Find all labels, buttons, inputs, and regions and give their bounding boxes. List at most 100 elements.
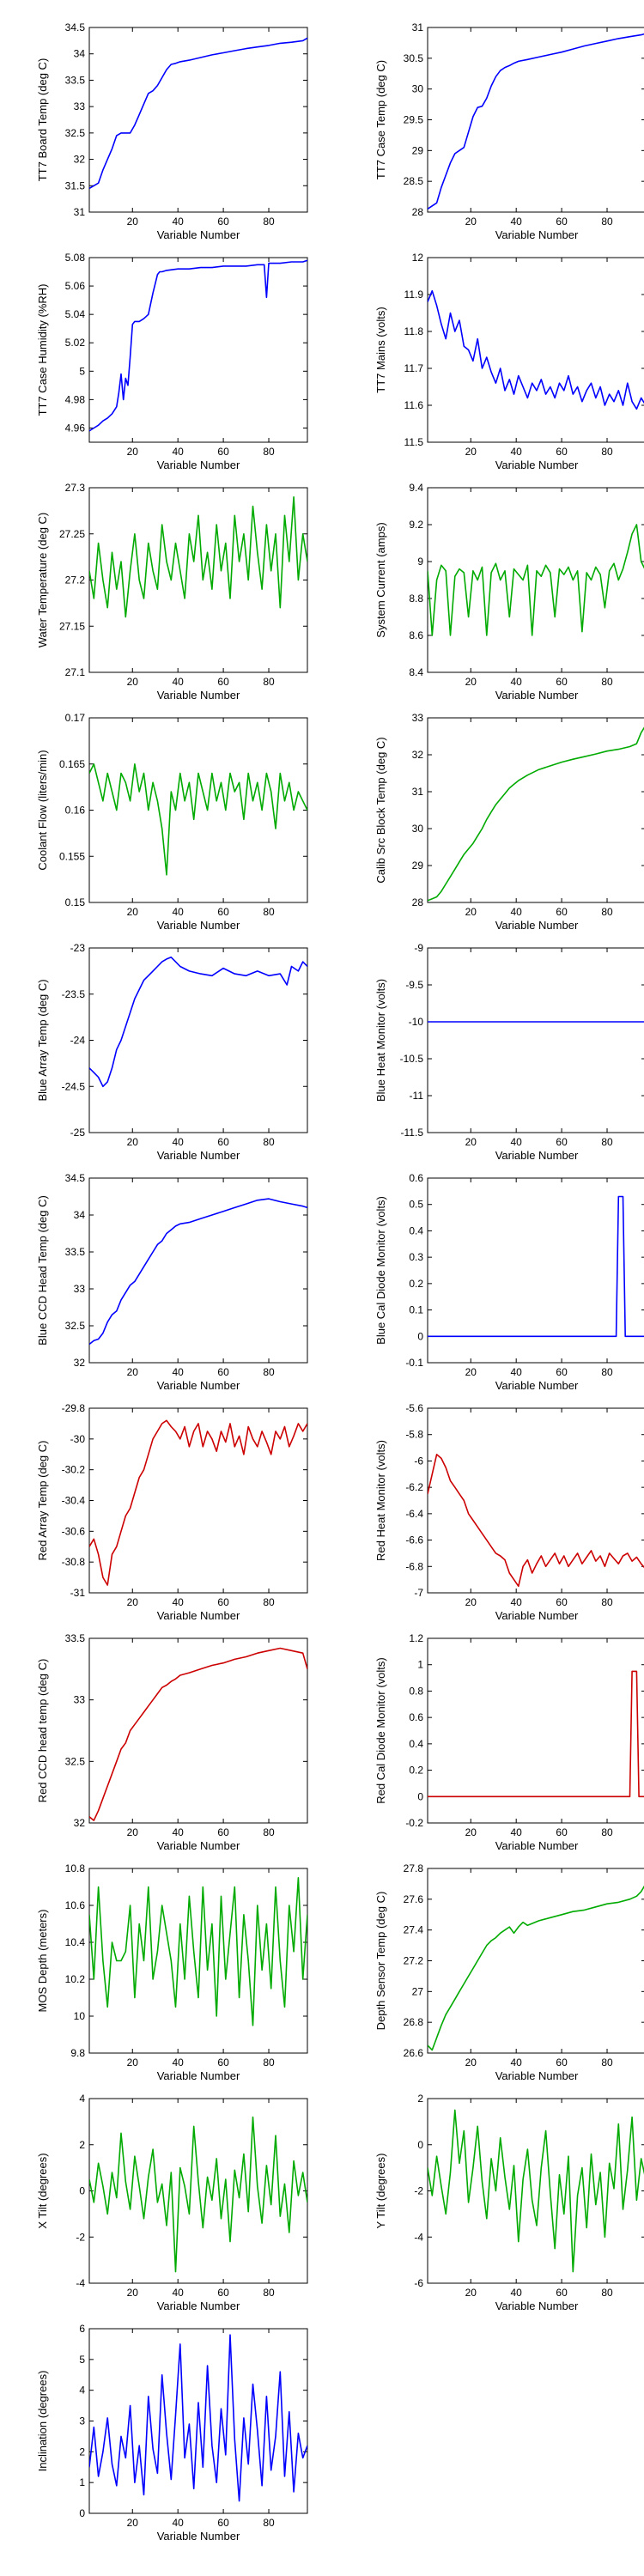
x-tick-label: 20 <box>465 2287 477 2299</box>
x-axis-label: Variable Number <box>495 919 579 932</box>
y-tick-label: 32 <box>74 1817 86 1829</box>
series-line <box>89 1198 307 1346</box>
y-tick-label: 10.6 <box>65 1899 86 1911</box>
y-tick-label: 31 <box>412 21 424 33</box>
x-tick-label: 40 <box>173 906 185 918</box>
plot-frame <box>427 27 644 213</box>
x-tick-label: 40 <box>173 216 185 228</box>
y-tick-label: 0.3 <box>409 1251 423 1263</box>
x-tick-label: 60 <box>556 2057 568 2069</box>
plot-frame <box>427 1177 644 1364</box>
y-tick-label: 0.6 <box>409 1172 423 1184</box>
x-tick-label: 20 <box>127 676 139 688</box>
plot-frame <box>88 27 308 213</box>
y-tick-label: 33 <box>74 1283 86 1295</box>
y-tick-label: -4 <box>414 2231 423 2243</box>
x-axis-label: Variable Number <box>157 2530 240 2543</box>
x-tick-label: 60 <box>217 1366 229 1378</box>
y-tick-label: 28 <box>412 206 424 218</box>
y-tick-label: 4.98 <box>65 393 86 405</box>
y-tick-label: 27.25 <box>59 528 85 540</box>
y-tick-label: 11.5 <box>404 436 424 448</box>
y-tick-label: -24 <box>70 1035 86 1047</box>
series-line <box>89 2334 307 2502</box>
chart-panel: 20 40 60 80 31 31.5 32 32.5 33 33.5 34 34.5 Variable… <box>36 21 308 241</box>
x-axis-label: Variable Number <box>495 2069 579 2082</box>
y-tick-label: 29 <box>412 144 424 156</box>
y-tick-label: 0.2 <box>409 1765 423 1777</box>
y-tick-label: -2 <box>414 2185 423 2197</box>
x-tick-label: 20 <box>127 2517 139 2529</box>
x-tick-label: 80 <box>263 1826 275 1838</box>
x-tick-label: 20 <box>465 1596 477 1608</box>
x-tick-label: 20 <box>127 1826 139 1838</box>
x-tick-label: 60 <box>217 1136 229 1148</box>
y-tick-label: -6.6 <box>405 1534 423 1546</box>
y-tick-label: 12 <box>412 252 424 264</box>
y-tick-label: 1 <box>417 1659 423 1671</box>
x-tick-label: 40 <box>511 676 523 688</box>
x-tick-label: 60 <box>556 446 568 458</box>
y-tick-label: -6.8 <box>405 1560 423 1572</box>
x-axis-label: Variable Number <box>495 1839 579 1852</box>
x-tick-label: 80 <box>263 906 275 918</box>
chart-panel: 20 40 60 80 -31 -30.8 -30.6 -30.4 -30.2 -30 -29.8 V… <box>36 1402 308 1622</box>
y-tick-label: 5 <box>79 365 85 377</box>
y-axis-label: MOS Depth (meters) <box>36 1910 49 2013</box>
y-tick-label: -9 <box>414 942 423 954</box>
x-tick-label: 80 <box>263 1136 275 1148</box>
y-tick-label: -31 <box>70 1587 86 1599</box>
y-tick-label: 0 <box>79 2185 85 2197</box>
y-tick-label: 5.02 <box>65 337 86 349</box>
chart-panel: 20 40 60 80 32 32.5 33 33.5 Variable Number Red C… <box>36 1632 308 1852</box>
series-line <box>89 1877 307 2026</box>
series-line <box>89 2116 307 2273</box>
x-axis-label: Variable Number <box>157 1149 240 1162</box>
chart-panel: 20 40 60 80 0.15 0.155 0.16 0.165 0.17 Variable N… <box>36 712 308 932</box>
y-tick-label: -30.2 <box>62 1464 86 1476</box>
x-tick-label: 40 <box>511 2057 523 2069</box>
y-tick-label: -24.5 <box>62 1080 86 1092</box>
x-tick-label: 60 <box>556 1366 568 1378</box>
y-tick-label: 0.6 <box>409 1711 423 1723</box>
y-axis-label: Blue Cal Diode Monitor (volts) <box>374 1196 387 1345</box>
chart-panel: 20 40 60 80 -6 -4 -2 0 2 Variable Number Y Tilt (d… <box>374 2093 644 2312</box>
x-tick-label: 60 <box>556 676 568 688</box>
y-tick-label: 11.9 <box>404 289 424 301</box>
y-tick-label: 34 <box>74 1209 86 1221</box>
series-line <box>89 762 307 876</box>
x-tick-label: 80 <box>601 906 613 918</box>
x-tick-label: 60 <box>556 1136 568 1148</box>
y-tick-label: 26.6 <box>404 2047 424 2059</box>
x-tick-label: 80 <box>263 1366 275 1378</box>
y-tick-label: 2 <box>79 2445 85 2458</box>
y-tick-label: 1 <box>79 2476 85 2488</box>
chart-panel: 20 40 60 80 8.4 8.6 8.8 9 9.2 9.4 Variable Number S… <box>374 482 644 702</box>
y-tick-label: 27.2 <box>404 1955 424 1967</box>
x-tick-label: 40 <box>511 1596 523 1608</box>
y-axis-label: System Current (amps) <box>374 522 387 637</box>
y-tick-label: 27.6 <box>404 1893 424 1905</box>
y-tick-label: 27.3 <box>65 482 86 494</box>
x-tick-label: 60 <box>217 216 229 228</box>
plot-frame <box>427 1637 644 1824</box>
y-tick-label: -30 <box>70 1433 86 1445</box>
x-axis-label: Variable Number <box>157 459 240 471</box>
y-tick-label: -11.5 <box>401 1127 424 1139</box>
y-tick-label: -30.6 <box>62 1525 86 1537</box>
chart-panel: 20 40 60 80 -4 -2 0 2 4 Variable Number X Tilt (de… <box>36 2093 308 2312</box>
x-tick-label: 80 <box>263 676 275 688</box>
y-axis-label: Red CCD head temp (deg C) <box>36 1659 49 1803</box>
chart-panel: 20 40 60 80 28 29 30 31 32 33 Variable Number Calib… <box>374 712 644 932</box>
y-axis-label: TT7 Case Humidity (%RH) <box>36 284 49 416</box>
y-tick-label: 0.165 <box>59 758 85 770</box>
y-tick-label: -0.2 <box>405 1817 423 1829</box>
y-axis-label: TT7 Mains (volts) <box>374 307 387 392</box>
y-tick-label: 4 <box>79 2385 85 2397</box>
y-tick-label: -4 <box>76 2277 85 2289</box>
y-tick-label: 34.5 <box>65 1172 86 1184</box>
y-tick-label: 33.5 <box>65 74 86 86</box>
chart-panel: 20 40 60 80 4.96 4.98 5 5.02 5.04 5.06 5.08 Variabl… <box>36 252 308 471</box>
x-tick-label: 20 <box>127 1596 139 1608</box>
y-tick-label: 33 <box>74 1694 86 1706</box>
